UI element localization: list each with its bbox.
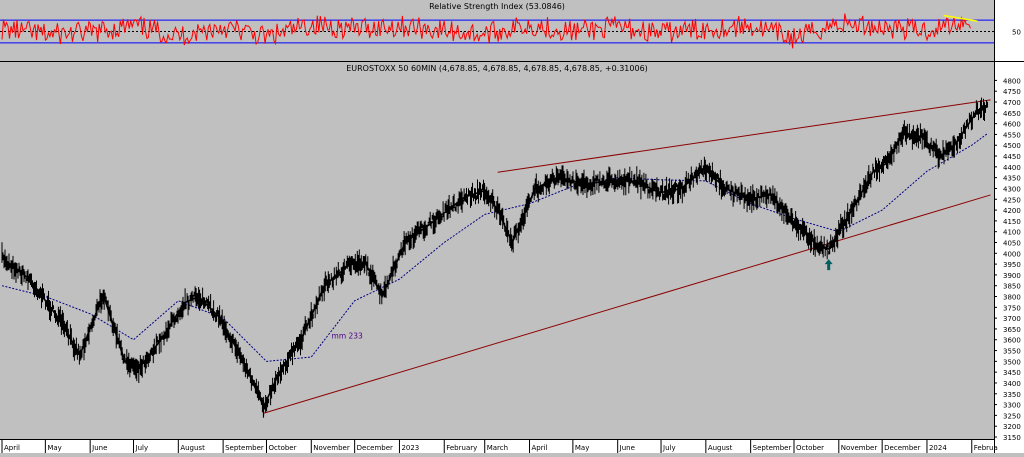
price-y-tick-label: 3950 (1003, 261, 1021, 269)
price-title: EUROSTOXX 50 60MIN (4,678.85, 4,678.85, … (346, 64, 648, 73)
rsi-y-tick-label: 50 (1012, 29, 1021, 37)
x-tick-label: June (91, 444, 107, 452)
price-y-tick-label: 3200 (1003, 423, 1021, 431)
x-tick-label: October (268, 444, 296, 452)
price-y-tick-label: 3300 (1003, 402, 1021, 410)
x-tick-label: July (135, 444, 149, 452)
rsi-series-line (1, 13, 971, 49)
ma-label: mm 233 (332, 332, 364, 341)
price-y-tick-label: 3600 (1003, 337, 1021, 345)
x-tick-label: April (4, 444, 20, 452)
x-tick-label: May (47, 444, 61, 452)
price-y-tick-label: 4400 (1003, 164, 1021, 172)
x-tick-labels: April May June July August September October No… (1, 439, 998, 453)
rsi-y-tick-labels: 50 (1012, 29, 1021, 37)
price-y-tick-label: 4200 (1003, 207, 1021, 215)
ma-233-line (1, 132, 988, 362)
price-y-tick-label: 3850 (1003, 283, 1021, 291)
time-axis-panel (0, 439, 994, 453)
price-y-tick-label: 4300 (1003, 185, 1021, 193)
x-tick-label: February (446, 444, 477, 452)
rsi-axis-panel (994, 0, 1024, 62)
price-y-tick-label: 3900 (1003, 272, 1021, 280)
price-y-tick-label: 4750 (1003, 88, 1021, 96)
price-plot-area (0, 62, 994, 439)
x-tick-label: Februa (974, 444, 998, 452)
price-series-line (1, 105, 988, 409)
x-tick-label: June (619, 444, 635, 452)
trendlines (263, 99, 991, 414)
price-y-tick-label: 3250 (1003, 412, 1021, 420)
price-y-tick-label: 4550 (1003, 131, 1021, 139)
price-y-tick-label: 3400 (1003, 380, 1021, 388)
price-y-tick-label: 3150 (1003, 434, 1021, 442)
price-y-tick-label: 4350 (1003, 175, 1021, 183)
price-y-tick-label: 3500 (1003, 358, 1021, 366)
rsi-title: Relative Strength Index (53.0846) (429, 2, 565, 11)
x-tick-label: May (575, 444, 589, 452)
x-tick-label: September (753, 444, 792, 452)
x-tick-label: December (884, 444, 920, 452)
x-tick-label: November (841, 444, 878, 452)
resistance-trendline (497, 99, 991, 173)
rsi-trendline-annotation (943, 14, 978, 22)
x-tick-label: September (225, 444, 264, 452)
support-trendline (263, 194, 991, 414)
price-y-tick-label: 4800 (1003, 77, 1021, 85)
price-y-tick-label: 4250 (1003, 196, 1021, 204)
x-tick-label: August (180, 444, 205, 452)
price-y-tick-label: 4650 (1003, 110, 1021, 118)
price-y-tick-label: 3550 (1003, 348, 1021, 356)
up-arrow-icon (824, 259, 833, 271)
price-axis-panel (994, 62, 1024, 453)
ma-233-label: mm 233 (332, 332, 364, 341)
x-tick-label: August (708, 444, 733, 452)
x-tick-label: December (357, 444, 393, 452)
price-y-tick-label: 4000 (1003, 250, 1021, 258)
x-tick-label: April (532, 444, 548, 452)
price-y-tick-label: 4150 (1003, 218, 1021, 226)
x-tick-label: July (662, 444, 676, 452)
x-tick-label: March (487, 444, 508, 452)
x-tick-label: 2023 (401, 444, 419, 452)
x-tick-label: November (313, 444, 350, 452)
price-y-tick-labels: 4800 4750 4700 4650 4600 4550 4500 4450 4400 4350… (994, 77, 1021, 442)
price-y-tick-label: 4700 (1003, 99, 1021, 107)
price-y-tick-label: 3800 (1003, 294, 1021, 302)
price-y-tick-label: 3750 (1003, 304, 1021, 312)
price-y-tick-label: 4600 (1003, 121, 1021, 129)
price-y-tick-label: 4450 (1003, 153, 1021, 161)
x-tick-label: October (796, 444, 824, 452)
price-y-tick-label: 3350 (1003, 391, 1021, 399)
price-y-tick-label: 3700 (1003, 315, 1021, 323)
x-tick-label: 2024 (929, 444, 947, 452)
price-y-tick-label: 4100 (1003, 229, 1021, 237)
price-y-tick-label: 4050 (1003, 239, 1021, 247)
price-y-tick-label: 4500 (1003, 142, 1021, 150)
price-y-tick-label: 3450 (1003, 369, 1021, 377)
up-arrow-annotation (824, 259, 833, 271)
price-y-tick-label: 3650 (1003, 326, 1021, 334)
